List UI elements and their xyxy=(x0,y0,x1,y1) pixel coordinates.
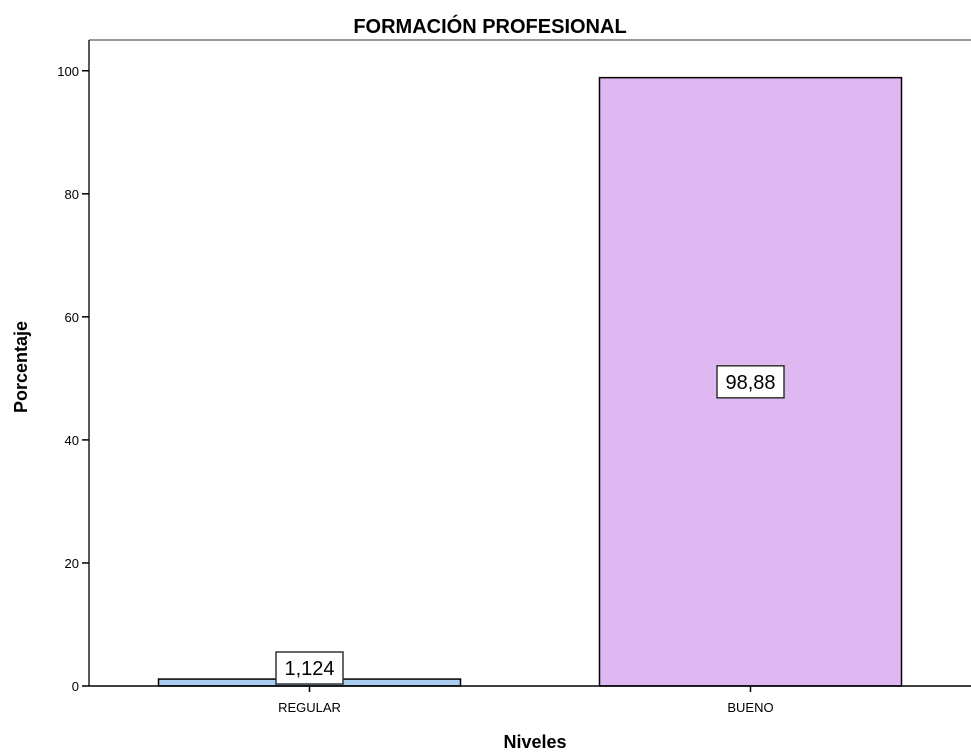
data-label: 98,88 xyxy=(725,372,775,394)
y-tick-label: 80 xyxy=(65,187,79,202)
data-label: 1,124 xyxy=(284,658,334,680)
y-tick-label: 0 xyxy=(72,679,79,694)
y-tick-label: 100 xyxy=(57,64,79,79)
x-tick-label: REGULAR xyxy=(278,700,341,715)
y-tick-label: 40 xyxy=(65,433,79,448)
data-label-box xyxy=(275,651,344,685)
data-label-box xyxy=(716,365,785,399)
y-tick-label: 20 xyxy=(65,556,79,571)
x-tick-label: BUENO xyxy=(727,700,773,715)
y-axis-title: Porcentaje xyxy=(11,321,31,413)
x-axis-title: Niveles xyxy=(503,732,566,752)
y-tick-label: 60 xyxy=(65,310,79,325)
plot-area: 0 20 40 60 80 100 REGULAR 1,124 BUENO 98,88 xyxy=(57,39,971,715)
chart-title: FORMACIÓN PROFESIONAL xyxy=(353,14,626,38)
